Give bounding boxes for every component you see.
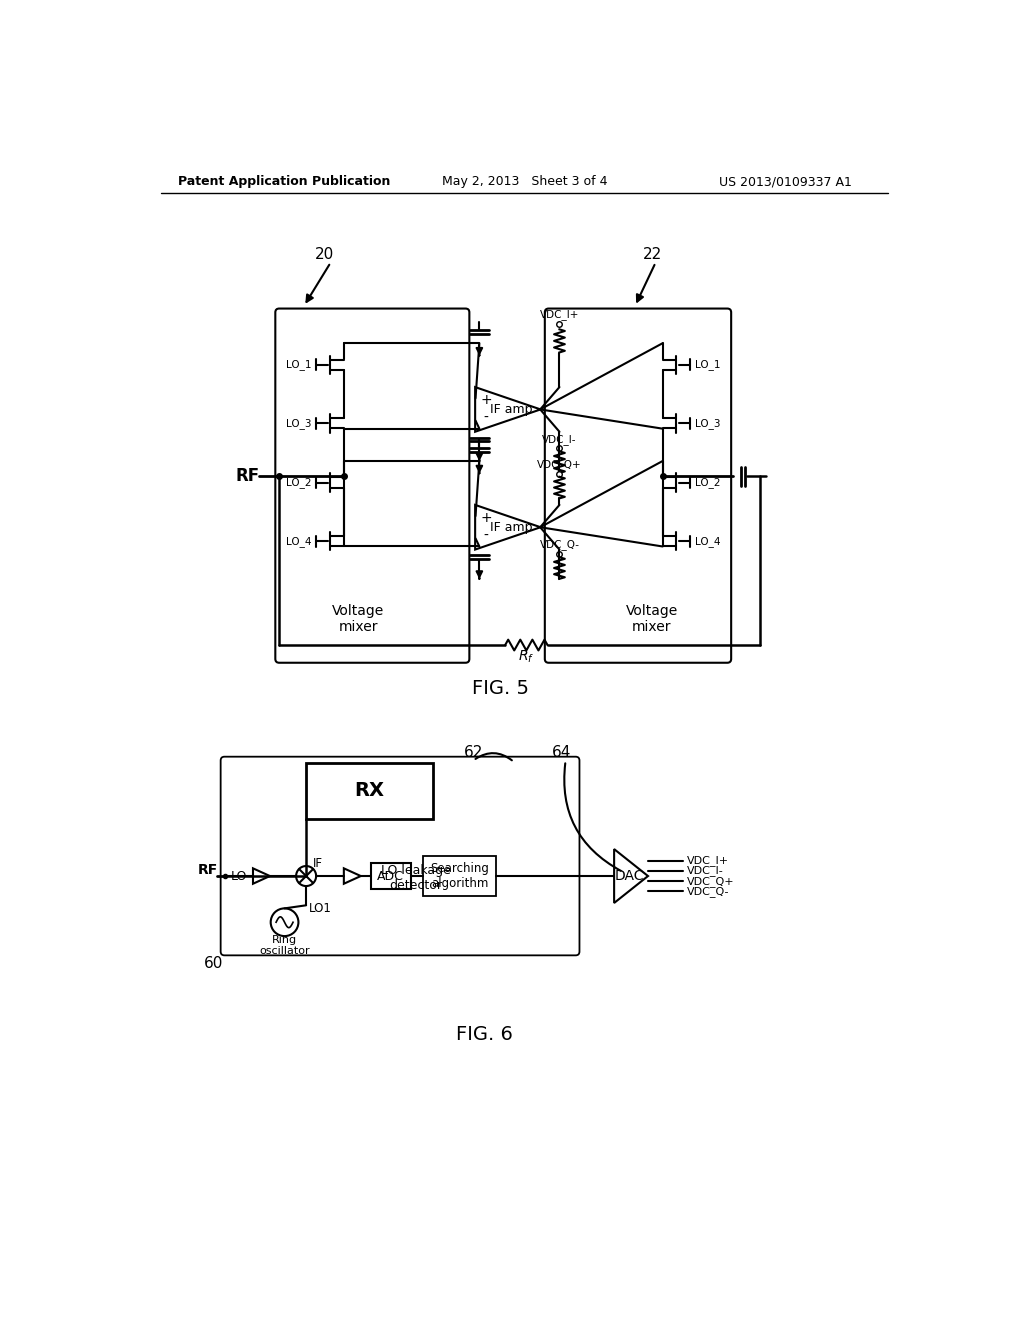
Text: $R_f$: $R_f$ bbox=[518, 648, 535, 665]
Text: Ring
oscillator: Ring oscillator bbox=[259, 935, 310, 956]
Text: 20: 20 bbox=[315, 247, 334, 263]
Text: FIG. 6: FIG. 6 bbox=[457, 1026, 513, 1044]
Text: LO_2: LO_2 bbox=[695, 477, 721, 488]
Text: VDC_Q+: VDC_Q+ bbox=[686, 876, 734, 887]
Text: RX: RX bbox=[354, 781, 385, 800]
Text: LO_3: LO_3 bbox=[695, 418, 721, 429]
Text: IF amp: IF amp bbox=[490, 403, 532, 416]
Text: VDC_Q-: VDC_Q- bbox=[686, 886, 729, 896]
Text: DAC: DAC bbox=[614, 869, 644, 883]
Text: IF amp: IF amp bbox=[490, 520, 532, 533]
Text: May 2, 2013   Sheet 3 of 4: May 2, 2013 Sheet 3 of 4 bbox=[442, 176, 607, 187]
Text: Voltage
mixer: Voltage mixer bbox=[626, 603, 678, 634]
Text: VDC_I-: VDC_I- bbox=[542, 433, 577, 445]
Text: VDC_Q-: VDC_Q- bbox=[540, 540, 580, 550]
FancyBboxPatch shape bbox=[545, 309, 731, 663]
Text: Voltage
mixer: Voltage mixer bbox=[333, 603, 385, 634]
Bar bbox=[423, 857, 497, 896]
Text: RF: RF bbox=[236, 467, 260, 486]
Text: 22: 22 bbox=[643, 247, 663, 263]
Text: +: + bbox=[480, 511, 492, 525]
Text: LO: LO bbox=[231, 870, 248, 883]
Bar bbox=[371, 863, 411, 890]
Text: FIG. 5: FIG. 5 bbox=[472, 678, 528, 698]
FancyBboxPatch shape bbox=[275, 309, 469, 663]
Text: Patent Application Publication: Patent Application Publication bbox=[178, 176, 391, 187]
Text: LO1: LO1 bbox=[308, 902, 332, 915]
Text: LO_1: LO_1 bbox=[286, 359, 311, 370]
Text: US 2013/0109337 A1: US 2013/0109337 A1 bbox=[719, 176, 852, 187]
Text: 60: 60 bbox=[204, 956, 223, 972]
Text: LO_4: LO_4 bbox=[695, 536, 721, 546]
Text: RF: RF bbox=[198, 863, 218, 876]
Bar bbox=[306, 763, 433, 818]
Text: VDC_I+: VDC_I+ bbox=[686, 855, 729, 866]
Text: IF: IF bbox=[312, 857, 323, 870]
Text: VDC_Q+: VDC_Q+ bbox=[538, 459, 582, 470]
Text: 62: 62 bbox=[464, 746, 483, 760]
Text: 64: 64 bbox=[552, 746, 571, 760]
Text: -: - bbox=[483, 529, 488, 543]
Text: LO_3: LO_3 bbox=[286, 418, 311, 429]
Text: VDC_I-: VDC_I- bbox=[686, 865, 723, 876]
Text: -: - bbox=[483, 412, 488, 425]
Text: LO_1: LO_1 bbox=[695, 359, 721, 370]
Text: LO_2: LO_2 bbox=[286, 477, 311, 488]
FancyBboxPatch shape bbox=[220, 756, 580, 956]
Text: LO leakage
detector: LO leakage detector bbox=[381, 865, 451, 892]
Text: LO_4: LO_4 bbox=[286, 536, 311, 546]
Text: ADC: ADC bbox=[378, 870, 404, 883]
Text: Searching
algorithm: Searching algorithm bbox=[430, 862, 489, 890]
Text: +: + bbox=[480, 393, 492, 408]
Text: VDC_I+: VDC_I+ bbox=[540, 309, 580, 321]
